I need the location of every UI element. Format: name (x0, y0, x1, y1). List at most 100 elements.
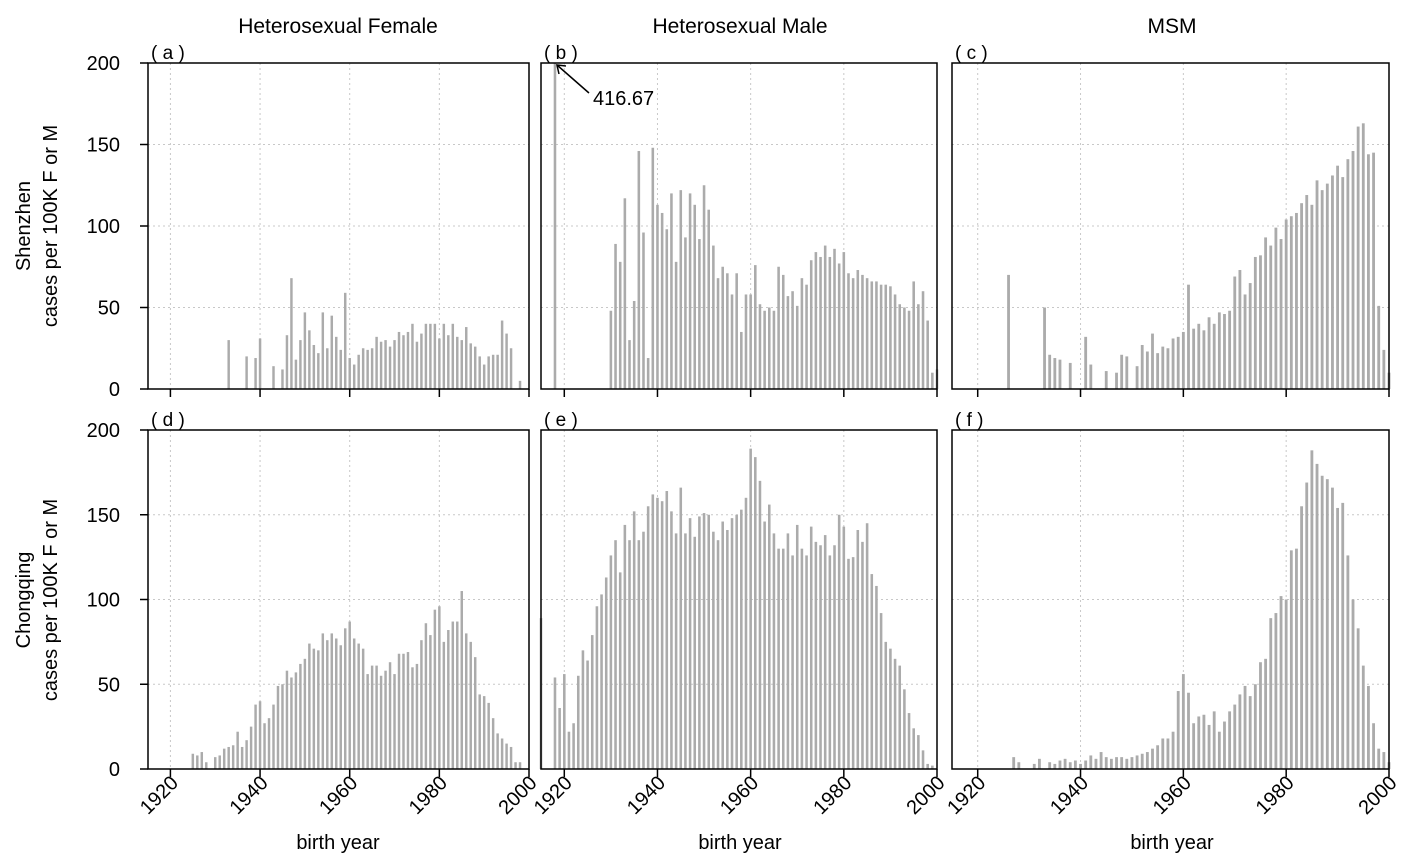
y-tick-label: 150 (87, 505, 120, 527)
x-tick-label: 2000 (1355, 772, 1402, 819)
bar (1068, 362, 1072, 389)
bar (660, 212, 664, 389)
bar (758, 480, 762, 769)
bar (1176, 691, 1180, 769)
bar (726, 273, 729, 389)
x-axis-label-msm: birth year (1130, 832, 1214, 854)
bar (870, 281, 874, 389)
bar (339, 645, 342, 769)
panel-tag: ( e ) (544, 410, 578, 431)
bar (879, 284, 883, 389)
bar (1120, 354, 1124, 389)
bar (312, 344, 316, 389)
annotation-arrowhead (556, 64, 567, 75)
bar (460, 591, 463, 769)
bar (352, 638, 356, 769)
bar (281, 369, 284, 389)
bar (1187, 284, 1190, 389)
bar (893, 294, 897, 389)
bar (730, 294, 734, 389)
bar (744, 497, 748, 769)
bar (1181, 674, 1185, 769)
bar (1084, 336, 1088, 389)
bar (249, 726, 253, 769)
bar (1094, 758, 1098, 769)
bar (343, 628, 347, 769)
bar (1336, 507, 1340, 769)
panel-tag: ( a ) (151, 43, 185, 64)
bar (1217, 731, 1221, 769)
bar (1207, 317, 1211, 389)
bar (312, 648, 316, 769)
bar (429, 323, 432, 389)
bar (809, 260, 813, 389)
panel-c: ( c ) (951, 43, 1391, 397)
bar (1289, 216, 1293, 389)
bar (326, 348, 329, 389)
bar (1305, 482, 1309, 769)
bar (514, 762, 517, 769)
bar (1248, 283, 1252, 389)
bar (245, 356, 248, 389)
bar (1048, 354, 1052, 389)
bar (1140, 344, 1144, 389)
bar (491, 718, 495, 769)
bar (406, 331, 410, 389)
bar (809, 526, 813, 769)
bar (1284, 219, 1288, 389)
bar (1289, 550, 1293, 769)
bar (469, 343, 472, 389)
bar (907, 713, 911, 769)
bar (308, 643, 311, 769)
bar (698, 239, 701, 389)
bar (1053, 358, 1057, 389)
bar (618, 261, 622, 389)
bar (1346, 555, 1350, 769)
bar (1197, 323, 1201, 389)
bar (402, 335, 405, 389)
bar (1125, 356, 1129, 389)
bar (339, 349, 342, 389)
bar (674, 261, 678, 389)
bar (651, 147, 655, 389)
bar (1243, 685, 1247, 769)
bar (786, 296, 790, 389)
bar (791, 555, 794, 769)
bar (1171, 338, 1175, 389)
bar (651, 494, 655, 769)
bar (272, 366, 275, 389)
bar (1099, 752, 1103, 769)
bar (379, 675, 383, 769)
bar (628, 340, 631, 389)
bar (393, 340, 396, 389)
bar (222, 748, 226, 769)
bar (1300, 203, 1304, 389)
bar (1233, 704, 1237, 769)
x-tick-label: 1980 (1252, 772, 1299, 819)
bar (357, 643, 360, 769)
bar (303, 658, 307, 769)
bar (749, 294, 752, 389)
bar (642, 531, 645, 769)
bar (384, 340, 387, 389)
bar (1104, 757, 1108, 769)
bar (267, 718, 271, 769)
bar (294, 672, 298, 769)
bar (1171, 731, 1175, 769)
y-tick-label: 100 (87, 590, 120, 612)
bar (707, 514, 710, 769)
bar (921, 291, 925, 389)
bar (665, 491, 669, 769)
y-tick-label: 200 (87, 420, 120, 442)
bar (240, 746, 244, 769)
bar (1032, 763, 1036, 769)
bar (254, 358, 257, 389)
bar (370, 665, 374, 769)
bar (258, 338, 262, 389)
bar (447, 335, 450, 389)
x-axis-label-female: birth year (296, 832, 380, 854)
bar (861, 274, 864, 389)
bar (865, 278, 869, 389)
bar (370, 348, 374, 389)
bar (1228, 310, 1232, 389)
